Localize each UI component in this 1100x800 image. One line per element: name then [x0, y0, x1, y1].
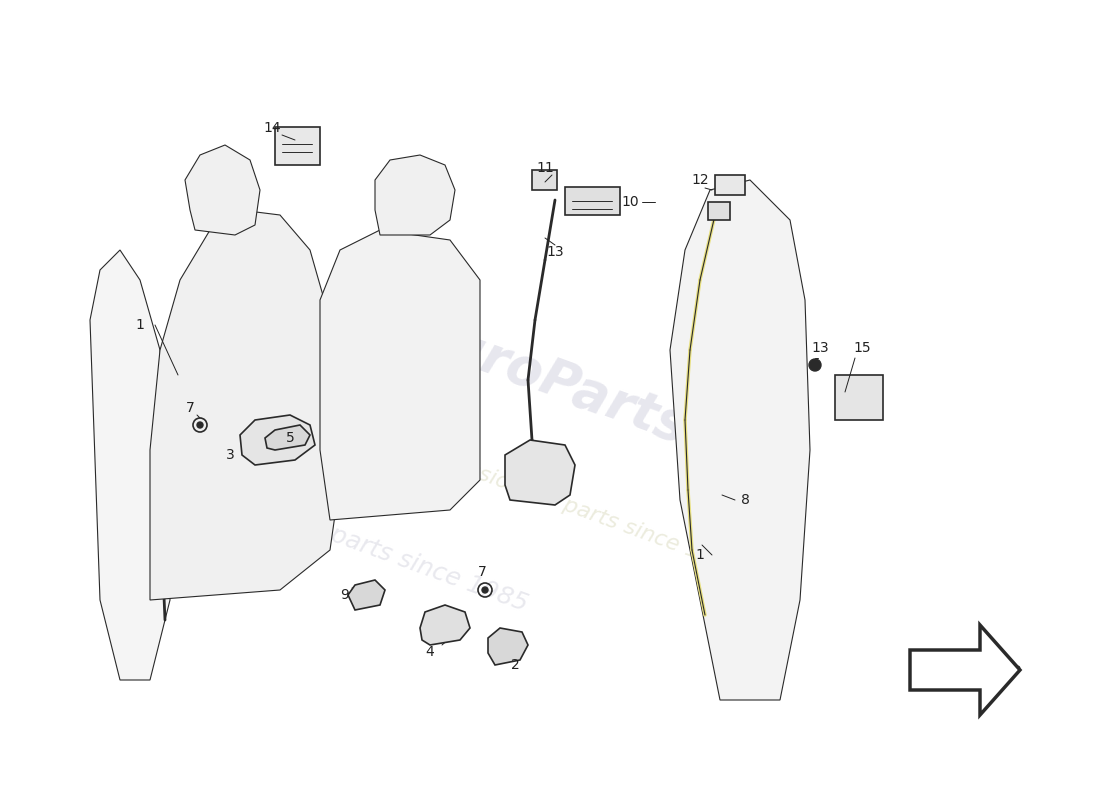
Text: 15: 15: [854, 341, 871, 355]
Polygon shape: [240, 415, 315, 465]
Polygon shape: [488, 628, 528, 665]
Text: euroParts: euroParts: [228, 358, 472, 482]
Polygon shape: [420, 605, 470, 645]
Polygon shape: [185, 145, 260, 235]
Text: 5: 5: [286, 431, 295, 445]
Text: a passion for parts since 1985: a passion for parts since 1985: [168, 464, 531, 616]
Polygon shape: [670, 180, 810, 700]
Circle shape: [197, 422, 204, 428]
Polygon shape: [910, 625, 1020, 715]
Text: 3: 3: [226, 448, 234, 462]
Polygon shape: [320, 230, 480, 520]
Text: 9: 9: [341, 588, 350, 602]
Text: 7: 7: [186, 401, 195, 415]
Text: 8: 8: [740, 493, 749, 507]
Text: euroParts: euroParts: [405, 306, 695, 454]
Polygon shape: [375, 155, 455, 235]
Polygon shape: [348, 580, 385, 610]
Text: 4: 4: [426, 645, 434, 659]
Bar: [835, 375, 883, 420]
Bar: [715, 175, 745, 195]
Text: 13: 13: [547, 245, 564, 259]
Polygon shape: [90, 250, 170, 680]
Text: a passion for parts since 1985: a passion for parts since 1985: [418, 443, 741, 577]
Bar: [708, 202, 730, 220]
Bar: [275, 127, 320, 165]
Circle shape: [482, 587, 488, 593]
Text: 11: 11: [536, 161, 554, 175]
Polygon shape: [265, 425, 310, 450]
Text: 12: 12: [691, 173, 708, 187]
Text: 1: 1: [135, 318, 144, 332]
Bar: [565, 187, 620, 215]
Text: 2: 2: [510, 658, 519, 672]
Polygon shape: [505, 440, 575, 505]
Bar: [222, 233, 250, 255]
Circle shape: [808, 359, 821, 371]
Text: 1: 1: [695, 548, 704, 562]
Text: 10: 10: [621, 195, 639, 209]
Text: 13: 13: [811, 341, 828, 355]
Text: 14: 14: [263, 121, 280, 135]
Polygon shape: [150, 210, 340, 600]
Text: 7: 7: [477, 565, 486, 579]
Bar: [532, 170, 557, 190]
